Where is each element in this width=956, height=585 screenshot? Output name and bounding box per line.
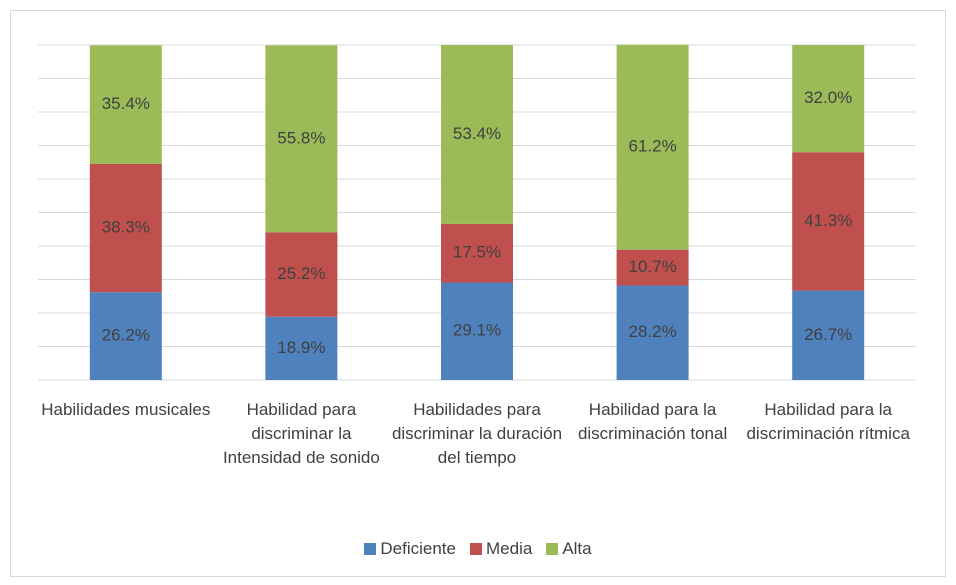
bar-segment	[441, 45, 513, 224]
bar-segment	[89, 163, 162, 293]
data-label: 25.2%	[277, 264, 325, 283]
data-label: 28.2%	[628, 322, 676, 341]
bar-segment	[265, 232, 338, 317]
x-tick-label: Habilidades musicales	[41, 400, 211, 419]
data-label: 38.3%	[102, 218, 150, 237]
data-label: 18.9%	[277, 338, 325, 357]
legend-item: Deficiente	[364, 539, 456, 559]
data-label: 10.7%	[628, 257, 676, 276]
bar-segment	[616, 285, 689, 380]
x-tick-label: Habilidad para discriminar la Intensidad…	[222, 400, 380, 467]
legend-label: Alta	[562, 539, 592, 558]
bar-segment	[792, 45, 865, 153]
data-label: 55.8%	[277, 128, 325, 147]
legend-swatch	[546, 543, 559, 555]
legend-item: Alta	[546, 539, 592, 559]
data-label: 53.4%	[453, 124, 501, 143]
legend-label: Media	[486, 539, 533, 558]
bar-segment	[792, 152, 865, 291]
data-label: 35.4%	[102, 94, 150, 113]
bar-segment	[441, 223, 513, 283]
x-tick-label: Habilidades para discriminar la duración…	[391, 400, 563, 467]
bar-segment	[265, 45, 338, 233]
legend-item: Media	[470, 539, 532, 559]
bar-segment	[616, 44, 689, 250]
data-label: 32.0%	[804, 88, 852, 107]
bar-segment	[89, 45, 162, 164]
data-label: 17.5%	[453, 243, 501, 262]
bar-segment	[441, 282, 513, 380]
x-tick-label: Habilidad para la discriminación tonal	[577, 400, 728, 443]
legend-swatch	[470, 543, 482, 555]
legend: Deficiente Media Alta	[0, 539, 956, 559]
bar-segment	[792, 290, 865, 380]
bar-segment	[89, 292, 162, 380]
x-tick-label: Habilidad para la discriminación rítmica	[746, 400, 910, 443]
data-label: 29.1%	[453, 321, 501, 340]
bar-segment	[265, 316, 338, 380]
data-label: 61.2%	[628, 137, 676, 156]
data-label: 41.3%	[804, 211, 852, 230]
data-label: 26.7%	[804, 325, 852, 344]
bar-segment	[616, 249, 689, 286]
legend-label: Deficiente	[380, 539, 456, 558]
data-label: 26.2%	[102, 326, 150, 345]
legend-swatch	[364, 543, 377, 555]
